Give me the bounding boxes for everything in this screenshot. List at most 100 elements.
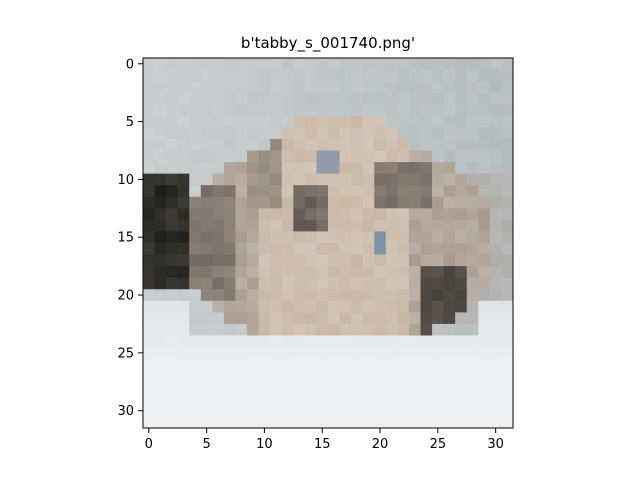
image-pixel bbox=[455, 115, 468, 128]
image-pixel bbox=[143, 370, 156, 383]
image-pixel bbox=[374, 162, 387, 175]
image-pixel bbox=[501, 323, 514, 336]
image-pixel bbox=[200, 393, 213, 406]
image-pixel bbox=[258, 92, 271, 105]
image-pixel bbox=[200, 219, 213, 232]
image-pixel bbox=[143, 393, 156, 406]
image-pixel bbox=[478, 92, 491, 105]
image-pixel bbox=[154, 231, 167, 244]
image-pixel bbox=[328, 150, 341, 163]
image-pixel bbox=[143, 416, 156, 429]
axes-frame bbox=[142, 57, 514, 429]
image-pixel bbox=[212, 81, 225, 94]
image-pixel bbox=[258, 243, 271, 256]
image-pixel bbox=[316, 404, 329, 417]
image-pixel bbox=[258, 173, 271, 186]
image-pixel bbox=[166, 393, 179, 406]
image-pixel bbox=[501, 254, 514, 267]
image-pixel bbox=[339, 416, 352, 429]
image-pixel bbox=[489, 300, 502, 313]
image-pixel bbox=[478, 370, 491, 383]
image-pixel bbox=[328, 81, 341, 94]
image-pixel bbox=[385, 323, 398, 336]
image-pixel bbox=[304, 347, 317, 360]
image-pixel bbox=[304, 404, 317, 417]
image-pixel bbox=[143, 115, 156, 128]
image-pixel bbox=[177, 381, 190, 394]
image-pixel bbox=[189, 185, 202, 198]
image-pixel bbox=[385, 173, 398, 186]
image-pixel bbox=[420, 138, 433, 151]
image-pixel bbox=[339, 69, 352, 82]
image-pixel bbox=[281, 115, 294, 128]
image-pixel bbox=[189, 104, 202, 117]
image-pixel bbox=[374, 243, 387, 256]
image-pixel bbox=[247, 185, 260, 198]
image-pixel bbox=[443, 323, 456, 336]
y-tick-label: 20 bbox=[117, 289, 134, 304]
image-pixel bbox=[408, 92, 421, 105]
image-pixel bbox=[200, 162, 213, 175]
image-pixel bbox=[489, 358, 502, 371]
image-pixel bbox=[351, 173, 364, 186]
image-pixel bbox=[166, 115, 179, 128]
image-pixel bbox=[143, 335, 156, 348]
image-pixel bbox=[166, 219, 179, 232]
image-pixel bbox=[362, 370, 375, 383]
image-pixel bbox=[223, 196, 236, 209]
image-pixel bbox=[328, 347, 341, 360]
image-pixel bbox=[304, 185, 317, 198]
image-pixel bbox=[328, 393, 341, 406]
image-pixel bbox=[223, 127, 236, 140]
image-pixel bbox=[223, 185, 236, 198]
image-pixel bbox=[478, 266, 491, 279]
x-tick-label: 25 bbox=[430, 437, 447, 452]
image-pixel bbox=[466, 69, 479, 82]
image-pixel bbox=[154, 104, 167, 117]
image-pixel bbox=[501, 150, 514, 163]
image-pixel bbox=[143, 404, 156, 417]
image-pixel bbox=[466, 231, 479, 244]
image-pixel bbox=[281, 92, 294, 105]
image-pixel bbox=[455, 289, 468, 302]
image-pixel bbox=[293, 196, 306, 209]
image-pixel bbox=[154, 127, 167, 140]
image-pixel bbox=[432, 162, 445, 175]
image-pixel bbox=[443, 162, 456, 175]
image-pixel bbox=[270, 219, 283, 232]
image-pixel bbox=[212, 243, 225, 256]
image-pixel bbox=[177, 300, 190, 313]
image-pixel bbox=[489, 266, 502, 279]
image-pixel bbox=[223, 393, 236, 406]
image-pixel bbox=[166, 150, 179, 163]
image-pixel bbox=[293, 150, 306, 163]
image-pixel bbox=[316, 312, 329, 325]
image-pixel bbox=[247, 138, 260, 151]
image-pixel bbox=[247, 416, 260, 429]
image-pixel bbox=[154, 416, 167, 429]
image-pixel bbox=[212, 381, 225, 394]
image-pixel bbox=[281, 323, 294, 336]
image-pixel bbox=[455, 127, 468, 140]
image-pixel bbox=[432, 266, 445, 279]
image-pixel bbox=[189, 162, 202, 175]
y-axis-ticks: 0 5 10 15 20 25 30 bbox=[117, 57, 143, 419]
image-pixel bbox=[443, 81, 456, 94]
image-pixel bbox=[281, 335, 294, 348]
image-pixel bbox=[247, 92, 260, 105]
image-pixel bbox=[235, 138, 248, 151]
image-pixel bbox=[293, 335, 306, 348]
image-pixel bbox=[247, 150, 260, 163]
image-pixel bbox=[316, 219, 329, 232]
image-pixel bbox=[235, 347, 248, 360]
image-pixel bbox=[501, 104, 514, 117]
image-pixel bbox=[374, 312, 387, 325]
image-pixel bbox=[455, 69, 468, 82]
image-pixel bbox=[189, 416, 202, 429]
image-pixel bbox=[443, 219, 456, 232]
image-pixel bbox=[489, 289, 502, 302]
image-pixel bbox=[385, 358, 398, 371]
image-pixel bbox=[177, 127, 190, 140]
image-pixel bbox=[166, 92, 179, 105]
image-pixel bbox=[420, 231, 433, 244]
